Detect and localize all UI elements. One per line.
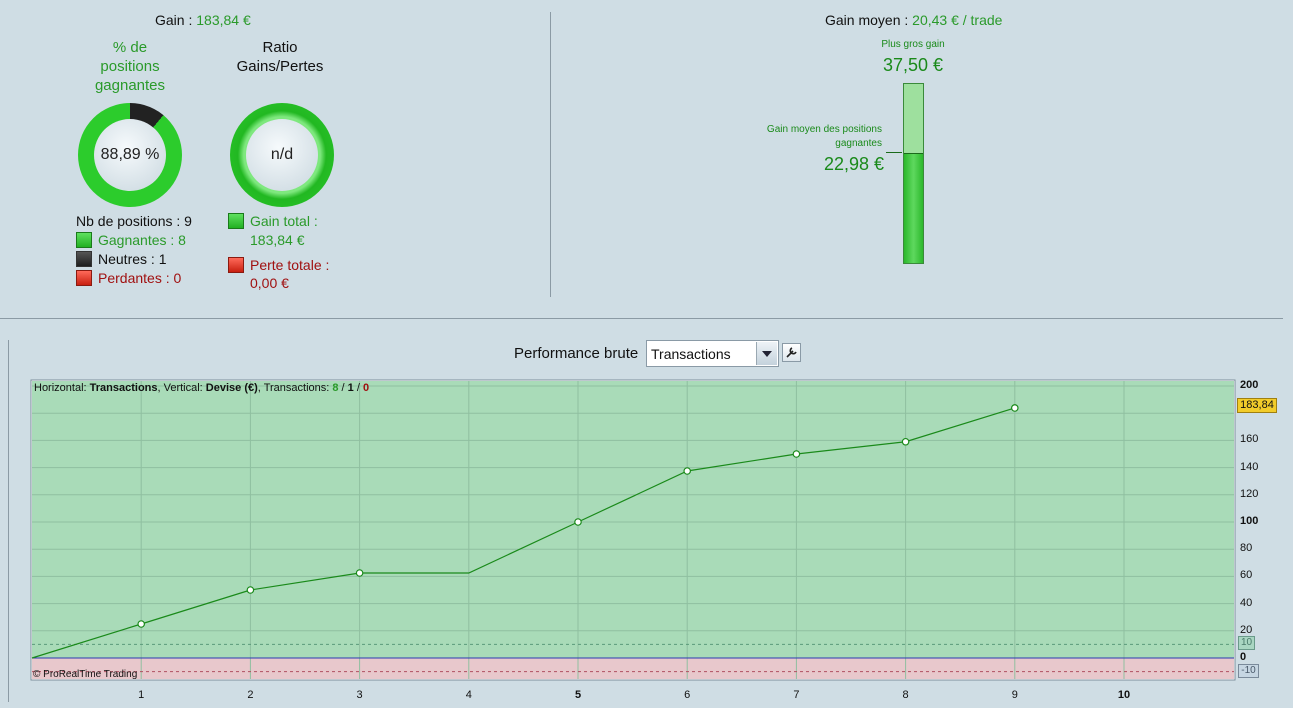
gagnantes-count: Gagnantes : 8 bbox=[98, 232, 186, 248]
data-point bbox=[137, 620, 146, 628]
y-tick-label: 120 bbox=[1240, 487, 1259, 500]
info-h-value: Transactions bbox=[89, 382, 158, 394]
x-tick-label: 10 bbox=[1117, 689, 1131, 701]
y-tick-label: 0 bbox=[1240, 651, 1247, 663]
pct-title: % de positions gagnantes bbox=[94, 39, 166, 94]
section-divider bbox=[0, 318, 1283, 319]
gain-value: 183,84 € bbox=[196, 12, 251, 28]
gain-total-icon bbox=[228, 213, 244, 229]
threshold-neg-tag: -10 bbox=[1238, 664, 1259, 678]
y-tick-label: 100 bbox=[1240, 515, 1259, 527]
perdantes-count: Perdantes : 0 bbox=[98, 270, 182, 286]
nb-positions: Nb de positions : 9 bbox=[76, 213, 192, 229]
chart-info: Horizontal: Transactions, Vertical: Devi… bbox=[34, 382, 369, 394]
ratio-title: Ratio Gains/Pertes bbox=[236, 39, 324, 75]
info-h-label: Horizontal: bbox=[34, 382, 90, 394]
plus-gros-value: 37,50 € bbox=[882, 55, 944, 75]
gain-total-label: Gain total : bbox=[250, 213, 318, 229]
wrench-icon[interactable] bbox=[782, 343, 801, 362]
info-sep-2: / bbox=[353, 382, 363, 394]
data-point bbox=[792, 450, 801, 458]
last-value-tag: 183,84 bbox=[1237, 398, 1277, 413]
info-t-neutres: 1 bbox=[347, 382, 354, 394]
y-tick-label: 60 bbox=[1240, 569, 1253, 582]
perdantes-legend-icon bbox=[76, 270, 92, 286]
positive-area bbox=[32, 381, 1234, 658]
data-point bbox=[355, 569, 364, 577]
gain-moyen-label: Gain moyen : bbox=[825, 12, 909, 28]
y-tick-label: 40 bbox=[1240, 596, 1253, 609]
y-tick-label: 20 bbox=[1240, 623, 1253, 636]
info-t-gagnantes: 8 bbox=[332, 382, 339, 394]
x-tick-label: 9 bbox=[1011, 689, 1018, 701]
negative-area bbox=[32, 658, 1234, 679]
left-border bbox=[8, 340, 9, 702]
perte-totale-label: Perte totale : bbox=[250, 257, 330, 273]
x-tick-label: 6 bbox=[684, 689, 691, 701]
threshold-pos-tag: 10 bbox=[1238, 636, 1255, 650]
neutres-legend-icon bbox=[76, 251, 92, 267]
mode-select[interactable]: Transactions bbox=[646, 340, 779, 367]
moyen-pos-label: Gain moyen des positions gagnantes bbox=[766, 124, 882, 149]
gain-total-value: 183,84 € bbox=[250, 232, 305, 248]
ratio-donut: n/d bbox=[230, 103, 334, 207]
chevron-down-icon[interactable] bbox=[756, 342, 777, 365]
x-tick-label: 7 bbox=[793, 689, 800, 701]
plus-gros-label: Plus gros gain bbox=[881, 39, 945, 50]
x-tick-label: 5 bbox=[574, 689, 582, 701]
panel-divider bbox=[550, 12, 551, 297]
data-point bbox=[1010, 404, 1019, 412]
chart-title: Performance brute bbox=[514, 345, 639, 362]
pct-donut: 88,89 % bbox=[78, 103, 182, 207]
x-tick-label: 4 bbox=[465, 689, 472, 701]
gain-moyen-value: 20,43 € / trade bbox=[912, 12, 1003, 28]
gain-summary: Gain : 183,84 € bbox=[155, 12, 251, 28]
gain-bar bbox=[903, 83, 924, 264]
mode-select-value: Transactions bbox=[651, 346, 731, 362]
info-v-value: Devise (€) bbox=[205, 382, 258, 394]
copyright: © ProRealTime Trading bbox=[33, 669, 138, 680]
info-v-label: , Vertical: bbox=[157, 382, 206, 394]
gain-moyen: Gain moyen : 20,43 € / trade bbox=[825, 12, 1002, 28]
y-tick-label: 80 bbox=[1240, 542, 1253, 555]
ratio-value: n/d bbox=[246, 119, 318, 191]
x-tick-label: 8 bbox=[902, 689, 909, 701]
pct-value: 88,89 % bbox=[94, 119, 166, 191]
info-sep-1: / bbox=[338, 382, 348, 394]
info-t-label: , Transactions: bbox=[257, 382, 333, 394]
gain-bar-fill bbox=[904, 153, 923, 263]
gagnantes-legend-icon bbox=[76, 232, 92, 248]
info-t-perdantes: 0 bbox=[362, 382, 370, 394]
gain-label: Gain : bbox=[155, 12, 193, 28]
x-tick-label: 2 bbox=[247, 689, 254, 701]
x-tick-label: 1 bbox=[138, 689, 145, 701]
x-tick-label: 3 bbox=[356, 689, 363, 701]
series-line bbox=[31, 407, 1015, 659]
arrow-icon bbox=[886, 152, 902, 153]
y-tick-label: 200 bbox=[1240, 379, 1259, 391]
y-tick-label: 140 bbox=[1240, 460, 1259, 473]
y-tick-label: 160 bbox=[1240, 433, 1259, 446]
data-point bbox=[901, 437, 910, 446]
moyen-pos-value: 22,98 € bbox=[823, 154, 884, 174]
data-point bbox=[574, 518, 582, 526]
perte-totale-icon bbox=[228, 257, 244, 273]
perte-totale-value: 0,00 € bbox=[250, 275, 289, 291]
neutres-count: Neutres : 1 bbox=[98, 251, 167, 267]
data-point bbox=[683, 467, 692, 475]
data-point bbox=[246, 586, 255, 594]
